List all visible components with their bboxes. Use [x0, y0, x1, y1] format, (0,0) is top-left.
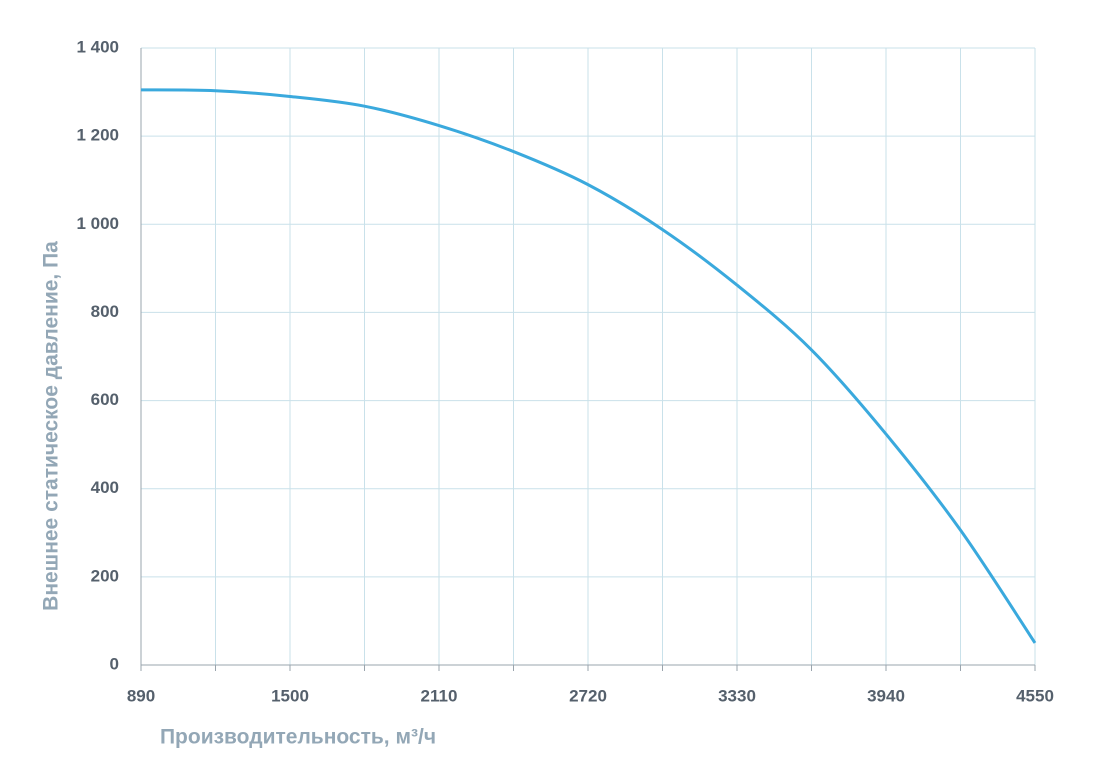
x-tick-label: 2720	[569, 686, 607, 705]
y-axis-title: Внешнее статическое давление, Па	[40, 241, 63, 611]
y-tick-label: 200	[91, 566, 119, 585]
x-tick-label: 3330	[718, 686, 756, 705]
x-tick-label: 4550	[1016, 686, 1054, 705]
y-tick-label: 800	[91, 302, 119, 321]
y-tick-label: 400	[91, 478, 119, 497]
y-tick-label: 1 400	[76, 37, 119, 56]
x-tick-label: 3940	[867, 686, 905, 705]
x-tick-label: 890	[127, 686, 155, 705]
x-tick-label: 1500	[271, 686, 309, 705]
y-tick-label: 0	[110, 654, 119, 673]
y-tick-label: 1 200	[76, 126, 119, 145]
x-axis-title: Производительность, м³/ч	[160, 726, 436, 749]
y-tick-label: 1 000	[76, 214, 119, 233]
curve	[140, 88, 1037, 644]
y-tick-label: 600	[91, 390, 119, 409]
x-tick-label: 2110	[421, 686, 458, 705]
